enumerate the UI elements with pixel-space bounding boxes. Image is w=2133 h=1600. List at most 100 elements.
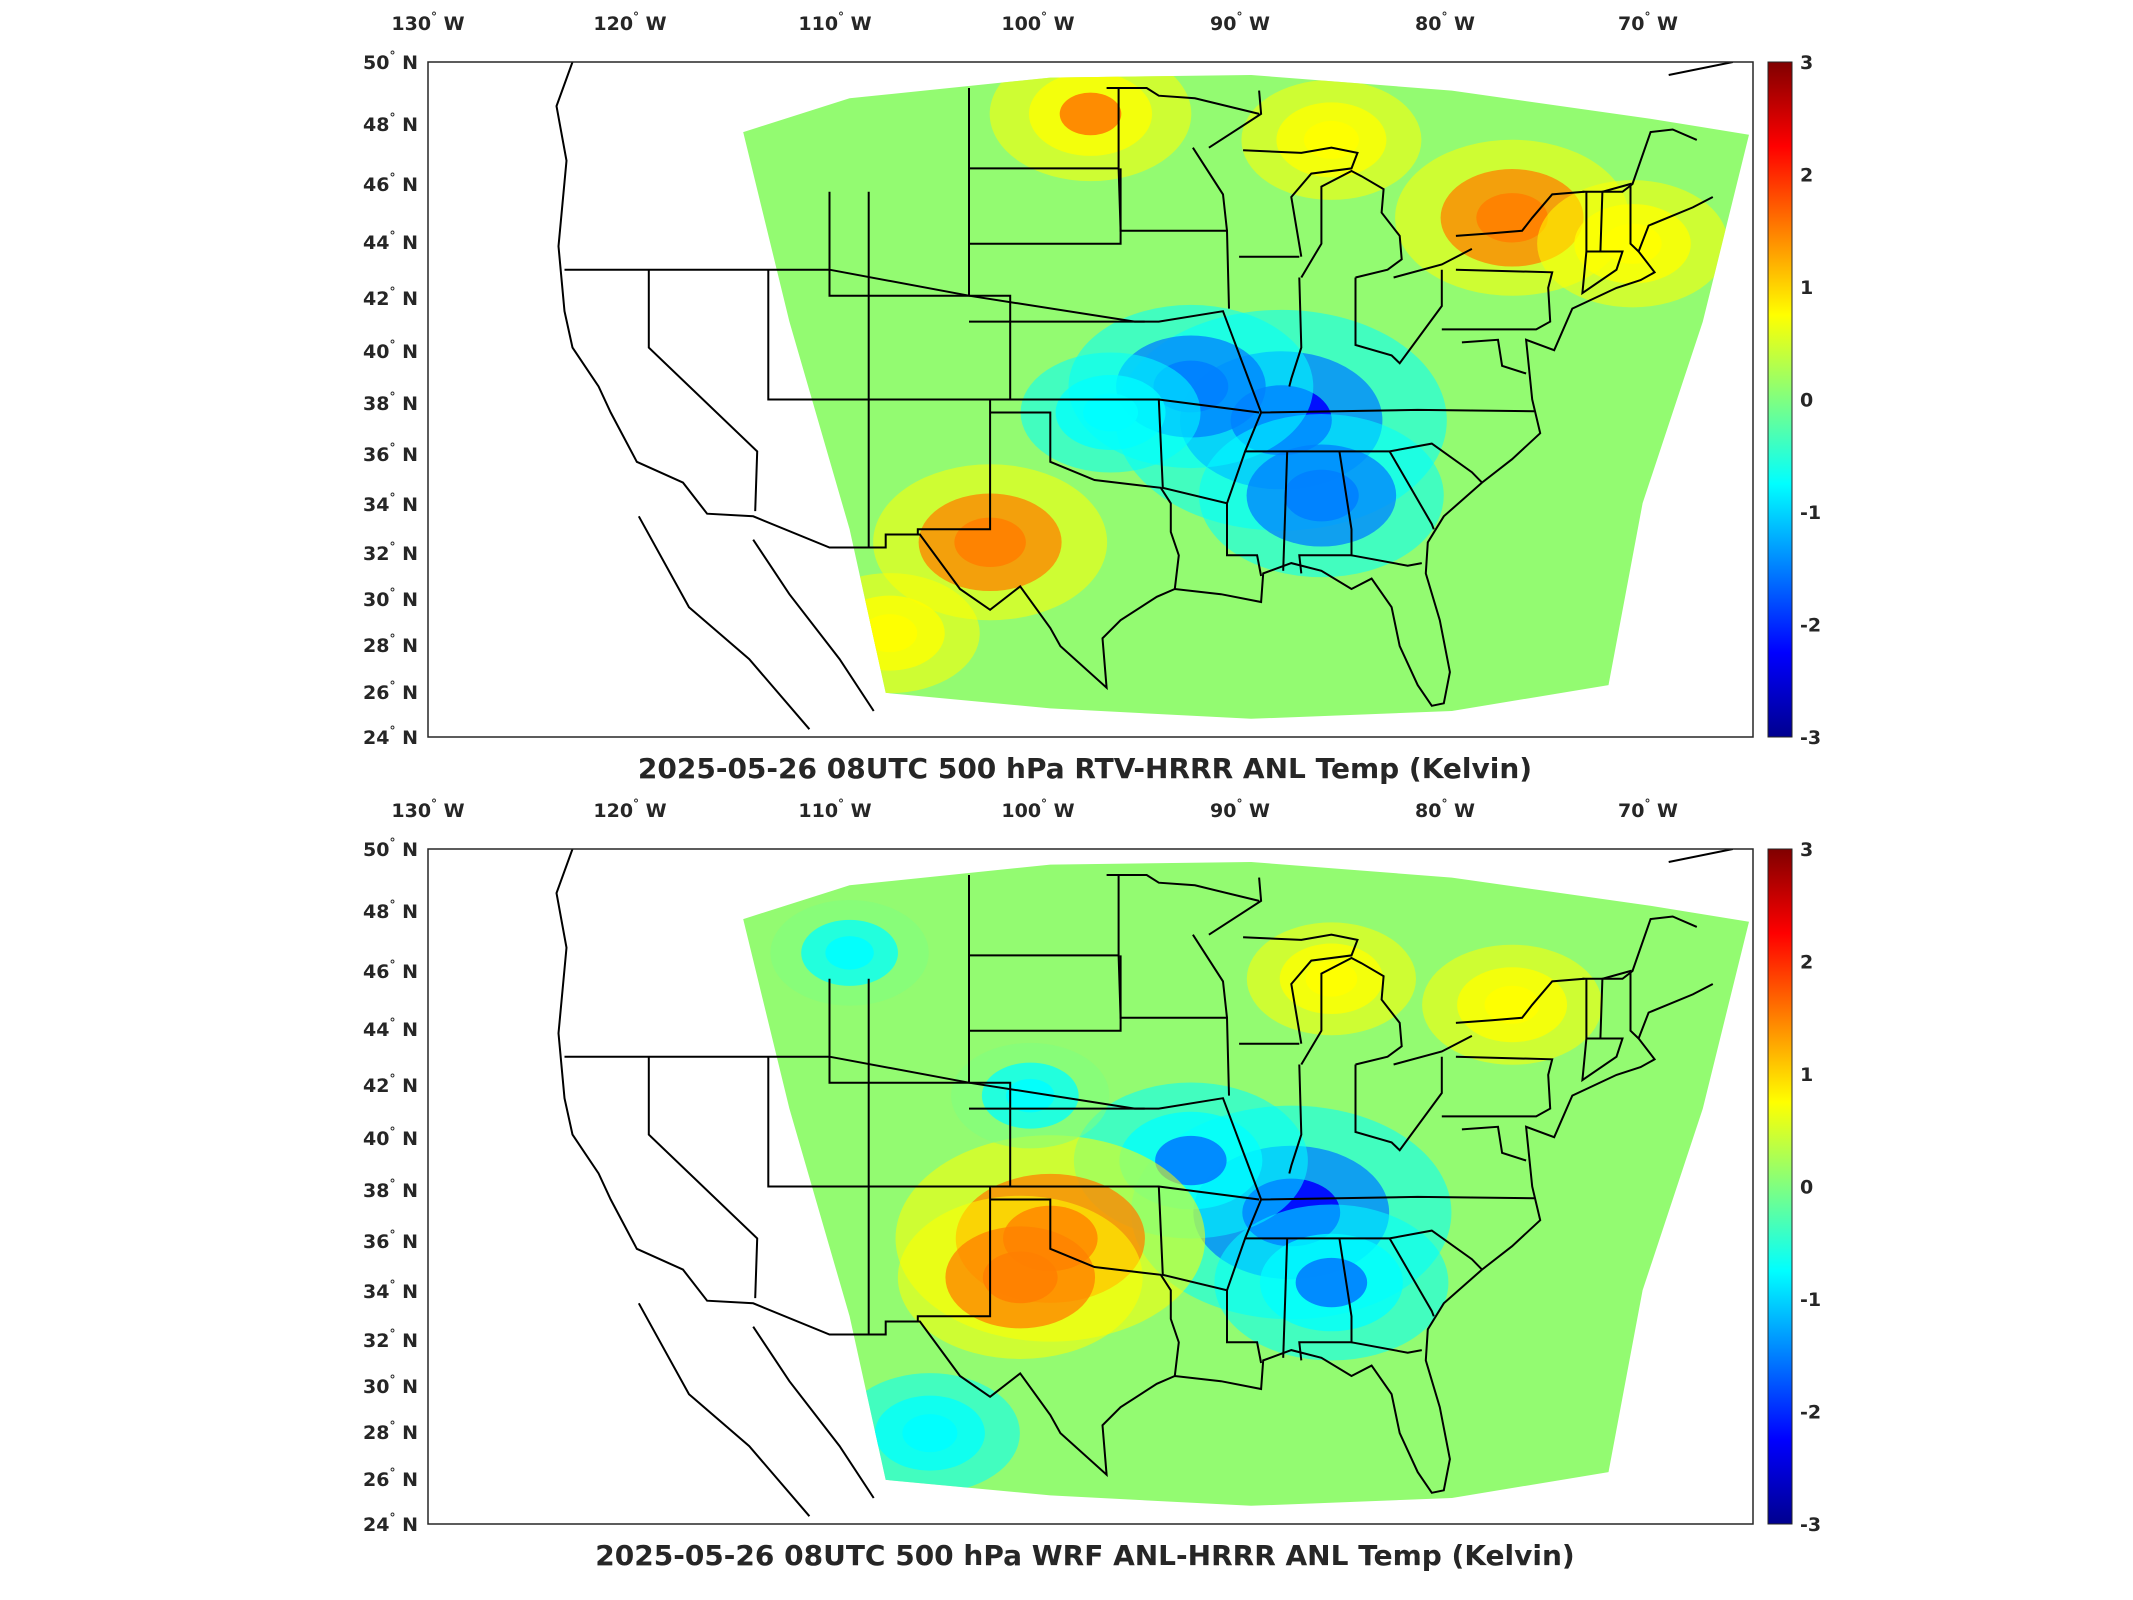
lon-tick-label: 70° W [1618, 797, 1678, 822]
map-figure: 130° W 120° W 110° W 100° W 90° W 80° W 70° W … [363, 797, 1821, 1572]
anomaly-core [862, 614, 918, 653]
border-line [1282, 1238, 1289, 1358]
lat-tick-label: 34° N [363, 1278, 418, 1303]
border-line [1668, 849, 1734, 863]
border-line [1354, 269, 1443, 365]
lon-tick-label: 130° W [391, 797, 464, 822]
border-line [1208, 877, 1263, 936]
map-panel-wrf-hrrr: 130° W 120° W 110° W 100° W 90° W 80° W 70° W … [0, 787, 2133, 1587]
lon-tick-label: 100° W [1001, 797, 1074, 822]
lon-tick-label: 120° W [593, 10, 666, 35]
panel-title: 2025-05-26 08UTC 500 hPa RTV-HRRR ANL Te… [638, 752, 1532, 785]
border-line [1192, 147, 1228, 231]
lat-tick-label: 32° N [363, 1327, 418, 1352]
border-line [647, 269, 759, 512]
state-borders [555, 62, 1734, 730]
latitude-tick-labels: 50° N 48° N 46° N 44° N 42° N 40° N 38° N 36° N… [363, 49, 418, 749]
colorbar-tick-label: 3 [1800, 839, 1813, 861]
colorbar-tick-label: 3 [1800, 52, 1813, 74]
border-line [1106, 874, 1260, 902]
anomaly-core [982, 1251, 1058, 1304]
lat-tick-label: 48° N [363, 111, 418, 136]
border-line [1393, 248, 1473, 279]
colorbar-tick-label: -3 [1800, 727, 1821, 749]
lat-tick-label: 44° N [363, 229, 418, 254]
colorbar-tick-label: -1 [1800, 502, 1821, 524]
border-line [1599, 182, 1640, 253]
border-line [1245, 442, 1483, 484]
border-line [969, 955, 1122, 1032]
border-line [1243, 933, 1359, 1044]
longitude-tick-labels: 130° W 120° W 110° W 100° W 90° W 80° W 70° W [391, 10, 1678, 35]
border-line [1461, 338, 1527, 375]
lat-tick-label: 46° N [363, 958, 418, 983]
border-line [1581, 978, 1624, 1083]
state-borders [555, 849, 1734, 1517]
map-panel-rtv-hrrr: 130° W 120° W 110° W 100° W 90° W 80° W 70° W … [363, 10, 1821, 785]
lat-tick-label: 44° N [363, 1016, 418, 1041]
border-line [637, 515, 811, 730]
lat-tick-label: 30° N [363, 586, 418, 611]
border-line [1288, 277, 1303, 387]
lon-tick-label: 70° W [1618, 10, 1678, 35]
border-line [752, 539, 875, 712]
border-line [916, 399, 992, 535]
anomaly-core [1303, 120, 1359, 159]
colorbar-tick-label: 1 [1800, 277, 1813, 299]
lat-tick-label: 28° N [363, 1419, 418, 1444]
border-line [1300, 956, 1403, 1066]
anomaly-core [1059, 92, 1122, 136]
lat-tick-label: 36° N [363, 1228, 418, 1253]
border-line [1208, 90, 1263, 149]
temperature-anomaly-patches [799, 75, 1728, 694]
border-line [752, 1326, 875, 1499]
border-line [1441, 268, 1554, 331]
border-line [1599, 969, 1640, 1040]
lat-tick-label: 26° N [363, 1466, 418, 1491]
border-line [990, 1198, 1180, 1377]
lon-tick-label: 110° W [798, 797, 871, 822]
anomaly-core [825, 936, 874, 970]
border-line [564, 268, 1535, 414]
colorbar-tick-label: -2 [1800, 615, 1821, 637]
border-line [1192, 934, 1228, 1018]
lon-tick-label: 90° W [1210, 797, 1270, 822]
border-line [1455, 977, 1585, 1024]
colorbar-tick-label: 0 [1800, 390, 1813, 412]
lat-tick-label: 50° N [363, 49, 418, 74]
anomaly-core [1283, 469, 1359, 522]
colorbar-tick-labels: 3 2 1 0 -1 -2 -3 [1800, 52, 1821, 749]
lon-tick-label: 90° W [1210, 10, 1270, 35]
border-line [969, 168, 1122, 245]
lon-tick-label: 120° W [593, 797, 666, 822]
border-line [1351, 554, 1422, 567]
anomaly-core [1476, 193, 1548, 243]
lat-tick-label: 26° N [363, 679, 418, 704]
lon-tick-label: 130° W [391, 10, 464, 35]
border-line [1245, 1229, 1483, 1271]
temperature-anomaly-patches [770, 900, 1603, 1494]
anomaly-core [1006, 1078, 1055, 1113]
colorbar-tick-label: -3 [1800, 1514, 1821, 1536]
border-line [1243, 146, 1359, 257]
border-line [1351, 1341, 1422, 1354]
border-line [1582, 128, 1698, 193]
colorbar-tick-label: 2 [1800, 952, 1813, 974]
lat-tick-label: 28° N [363, 632, 418, 657]
colorbar [1767, 848, 1793, 1525]
lat-tick-label: 38° N [363, 1177, 418, 1202]
border-line [1117, 168, 1230, 309]
colorbar-tick-label: -2 [1800, 1402, 1821, 1424]
border-line [1388, 450, 1435, 530]
anomaly-core [1155, 1135, 1227, 1186]
lon-tick-label: 100° W [1001, 10, 1074, 35]
colorbar-tick-label: 0 [1800, 1177, 1813, 1199]
lon-tick-label: 80° W [1415, 10, 1475, 35]
map-frame [427, 61, 1754, 738]
lat-tick-label: 40° N [363, 1125, 418, 1150]
lat-tick-label: 50° N [363, 836, 418, 861]
border-line [1106, 87, 1260, 115]
lat-tick-label: 38° N [363, 390, 418, 415]
map-frame [427, 848, 1754, 1525]
anomaly-core [1083, 393, 1139, 432]
